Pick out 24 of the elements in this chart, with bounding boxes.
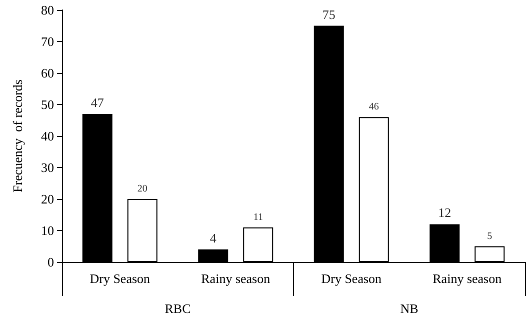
y-tick-label: 60 (41, 66, 54, 80)
y-tick-label: 0 (48, 254, 54, 270)
data-label: 75 (322, 6, 336, 22)
x-tick-label: Dry Season (321, 271, 382, 286)
data-label: 47 (90, 94, 104, 110)
y-tick-label: 70 (41, 34, 54, 49)
y-tick-label: 50 (41, 97, 54, 112)
x-tick-label: Rainy season (432, 271, 502, 286)
data-label: 46 (368, 102, 379, 113)
x-tick-label: Dry Season (90, 271, 151, 286)
y-tick-label: 30 (41, 160, 54, 175)
data-label: 11 (253, 212, 263, 223)
data-label: 12 (438, 205, 452, 220)
x-tick-label: Rainy season (201, 271, 271, 286)
text: RBC (164, 301, 191, 316)
data-label: 20 (137, 184, 148, 194)
y-tick-label: 10 (41, 223, 54, 238)
y-axis-title: Frecuency of records (10, 80, 25, 192)
y-tick-label: 40 (41, 128, 54, 144)
y-tick-label: 80 (41, 2, 54, 18)
y-tick-label: 20 (41, 192, 54, 206)
text: NB (400, 301, 419, 316)
data-label: 5 (487, 230, 492, 242)
data-label: 4 (210, 230, 217, 246)
